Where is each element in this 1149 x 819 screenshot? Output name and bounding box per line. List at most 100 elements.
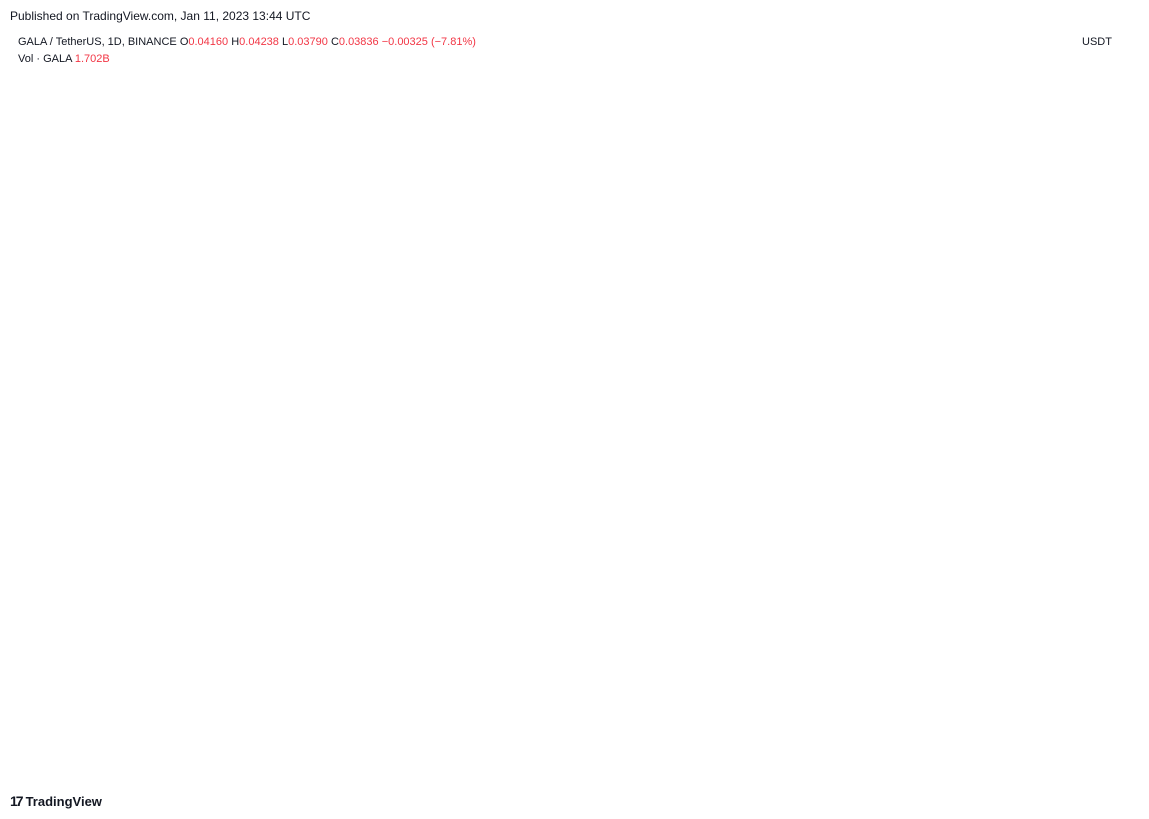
- candle-body: [341, 394, 347, 432]
- volume-bar: [436, 734, 441, 755]
- candle-body: [934, 682, 939, 686]
- candle-body: [587, 405, 592, 442]
- volume-bar: [965, 737, 971, 755]
- volume-bar: [448, 737, 454, 755]
- volume-bar: [631, 726, 637, 755]
- volume-label: Vol · GALA: [18, 53, 72, 65]
- candle-body: [272, 342, 277, 348]
- volume-bar: [883, 729, 889, 755]
- candle-body: [701, 569, 706, 589]
- high-label: H: [231, 36, 240, 48]
- candle: [278, 306, 284, 348]
- candle: [1003, 370, 1008, 447]
- candle: [348, 405, 353, 442]
- volume-bar: [240, 737, 246, 755]
- volume-bar: [114, 726, 120, 755]
- volume-bar: [713, 737, 719, 755]
- candle: [146, 166, 151, 265]
- x-tick-label: 16: [1031, 765, 1043, 777]
- candle-body: [329, 348, 334, 364]
- volume-bar: [247, 734, 252, 755]
- candle: [133, 109, 139, 162]
- candle: [971, 595, 977, 670]
- candle-body: [259, 327, 265, 364]
- candle-body: [990, 436, 996, 499]
- candle-body: [102, 187, 107, 203]
- candle: [745, 588, 750, 603]
- candle-body: [127, 124, 132, 151]
- change-value: −0.00325 (−7.81%): [381, 36, 476, 48]
- volume-bar: [146, 704, 151, 755]
- candle-body: [530, 508, 536, 520]
- time-axis-separator: [0, 757, 1070, 758]
- candle: [845, 605, 851, 650]
- candle-body: [694, 566, 700, 570]
- candle-body: [240, 335, 246, 338]
- volume-bar: [373, 737, 378, 755]
- candle: [20, 264, 25, 286]
- volume-bar: [562, 729, 567, 755]
- volume-bar: [940, 739, 945, 755]
- y-tick-label: 0.07500: [1082, 73, 1122, 85]
- candle-body: [606, 462, 611, 504]
- volume-bar: [266, 733, 271, 755]
- candle: [524, 505, 529, 530]
- volume-bar: [663, 726, 668, 755]
- volume-bar: [83, 729, 88, 755]
- candle: [316, 348, 321, 374]
- candle-body: [392, 431, 397, 437]
- volume-bar: [581, 708, 586, 755]
- candle: [915, 672, 920, 686]
- candle: [663, 540, 668, 561]
- volume-bar: [58, 726, 63, 755]
- candle: [442, 415, 448, 437]
- y-tick-label: 0.03500: [1082, 488, 1122, 500]
- volume-bar: [650, 704, 655, 755]
- candle-body: [474, 436, 479, 444]
- candle: [303, 316, 309, 364]
- candle-body: [593, 441, 599, 458]
- candle-body: [423, 433, 429, 444]
- volume-bar: [1016, 636, 1021, 755]
- candle: [656, 514, 662, 551]
- volume-bar: [669, 722, 674, 755]
- candle: [177, 280, 183, 317]
- volume-bar: [222, 734, 227, 755]
- volume-bar: [726, 737, 731, 755]
- candle: [556, 493, 561, 509]
- volume-bar: [827, 737, 832, 755]
- candle: [644, 519, 649, 598]
- close-value: 0.03836: [338, 36, 379, 48]
- candle-body: [896, 664, 901, 667]
- candle: [751, 591, 756, 606]
- volume-bar: [259, 726, 265, 755]
- candle: [39, 171, 44, 245]
- volume-bar: [297, 734, 303, 755]
- volume-bar: [209, 737, 214, 755]
- volume-bar: [732, 737, 737, 755]
- volume-bar: [234, 733, 240, 755]
- candle: [549, 488, 555, 515]
- volume-bar: [902, 733, 908, 755]
- lightning-icon[interactable]: [998, 733, 1018, 753]
- candle: [814, 586, 819, 600]
- volume-bar: [203, 733, 208, 755]
- volume-bar: [322, 737, 328, 755]
- candle-body: [278, 311, 284, 343]
- volume-bar: [978, 733, 983, 755]
- volume-bar: [518, 729, 523, 755]
- volume-bar: [568, 726, 574, 755]
- candle-body: [574, 399, 580, 471]
- volume-bar: [871, 737, 876, 755]
- candle-body: [1009, 424, 1015, 459]
- candle: [184, 275, 189, 307]
- tradingview-footer[interactable]: 17 TradingView: [10, 793, 102, 809]
- volume-bar: [808, 722, 813, 755]
- candle-body: [562, 488, 567, 504]
- candle-body: [291, 314, 296, 317]
- candle: [921, 678, 926, 693]
- candle-body: [266, 348, 271, 364]
- volume-bar: [921, 737, 926, 755]
- tradingview-logo-icon: 17: [10, 793, 24, 809]
